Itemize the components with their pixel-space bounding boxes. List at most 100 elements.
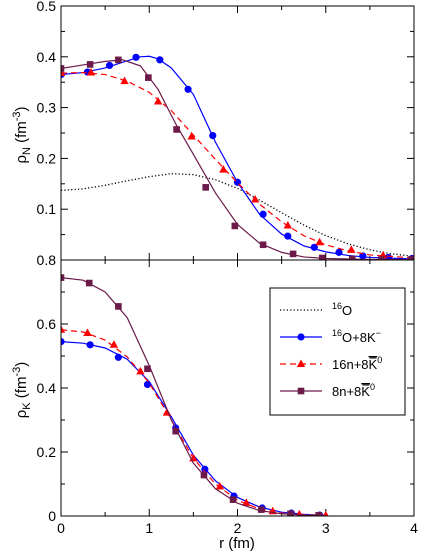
- top-point-n16k: [153, 97, 163, 105]
- top-point-o16k: [105, 61, 114, 70]
- top-point-n8k: [86, 61, 94, 68]
- x-tick-label: 0: [57, 520, 65, 536]
- top-point-n16k: [283, 220, 293, 229]
- x-axis-label: r (fm): [219, 535, 255, 552]
- bottom-point-o16k: [114, 353, 122, 361]
- bottom-tick-labels: 0 1 2 3 4 0 0.2 0.4 0.6: [37, 316, 419, 536]
- top-point-n8k: [145, 74, 152, 81]
- bottom-point-n8k: [85, 279, 93, 287]
- top-point-o16k: [209, 131, 217, 140]
- top-y-bottom-label: 0.8: [37, 252, 57, 268]
- top-point-n8k: [173, 126, 180, 133]
- top-point-n8k: [289, 250, 297, 258]
- top-point-n8k: [408, 256, 414, 260]
- bottom-point-n8k: [200, 471, 208, 479]
- top-point-o16k: [284, 232, 292, 240]
- legend-label-o16: 16O: [332, 301, 352, 318]
- bottom-point-o16k: [143, 380, 152, 389]
- x-tick-label: 4: [410, 520, 418, 536]
- x-tick-label: 1: [145, 520, 153, 536]
- top-point-n8k: [61, 65, 65, 72]
- top-point-o16k: [156, 56, 164, 64]
- top-point-n16k: [120, 76, 129, 85]
- top-ylabel-sup: -3: [11, 111, 23, 121]
- bottom-point-n8k: [144, 365, 151, 373]
- top-point-n16k: [86, 68, 96, 76]
- top-point-n8k: [318, 254, 326, 260]
- top-point-n8k: [348, 255, 356, 260]
- legend: 16O 16O+8K− 16n+8K0 8n+8K0: [269, 287, 406, 416]
- legend-label-n16k: 16n+8K0: [332, 355, 382, 372]
- top-point-n16k: [315, 237, 324, 246]
- top-point-o16k: [384, 253, 393, 260]
- bottom-y-tick-label: 0: [48, 508, 56, 524]
- top-point-n16k: [250, 195, 260, 203]
- bottom-point-n8k: [258, 506, 265, 513]
- top-point-o16k: [184, 85, 192, 93]
- bottom-point-n16k: [61, 325, 66, 333]
- bottom-y-tick-label: 0.6: [37, 316, 57, 332]
- top-series-o16: [61, 172, 414, 258]
- top-tick-labels: 0.1 0.2 0.3 0.4 0.5 0.8: [37, 0, 57, 268]
- bottom-ylabel-end: ): [13, 362, 30, 367]
- top-panel: 0.1 0.2 0.3 0.4 0.5 0.8 ρN (fm-3): [11, 0, 415, 268]
- bottom-point-o16k: [201, 465, 209, 473]
- top-y-tick-label: 0.4: [37, 49, 57, 65]
- top-point-n16k: [219, 165, 228, 173]
- bottom-point-n8k: [229, 496, 237, 503]
- top-point-n8k: [115, 56, 122, 64]
- legend-box: [269, 287, 406, 416]
- legend-label-o16k: 16O+8K−: [332, 328, 381, 345]
- top-plot-frame: [60, 5, 415, 261]
- bottom-ylabel-sub: K: [21, 402, 33, 410]
- top-point-n8k: [378, 256, 385, 260]
- bottom-y-tick-label: 0.4: [37, 380, 57, 396]
- bottom-point-n8k: [315, 512, 322, 516]
- top-ylabel-main: ρ: [13, 155, 30, 164]
- bottom-point-n8k: [115, 303, 122, 310]
- legend-marker-n16k: [296, 359, 306, 367]
- bottom-point-n16k: [136, 366, 145, 375]
- top-ylabel-end: ): [13, 106, 30, 111]
- bottom-panel: 0 1 2 3 4 0 0.2 0.4 0.6 ρK (fm-3) r (fm): [11, 259, 419, 552]
- top-y-tick-label: 0.1: [37, 201, 57, 217]
- top-ylabel: ρN (fm-3): [11, 106, 33, 163]
- x-tick-label: 3: [322, 520, 330, 536]
- legend-entries: 16O 16O+8K− 16n+8K0 8n+8K0: [280, 301, 382, 399]
- bottom-point-n16k: [322, 510, 329, 516]
- bottom-point-n8k: [61, 274, 65, 281]
- bottom-point-n8k: [172, 427, 180, 435]
- bottom-point-n16k: [109, 340, 119, 348]
- bottom-series-n8k: [61, 277, 326, 516]
- bottom-point-o16k: [61, 338, 65, 346]
- bottom-point-n16k: [215, 482, 225, 490]
- top-series-n8k: [61, 59, 414, 260]
- bottom-plot-frame: [60, 259, 415, 517]
- top-y-tick-label: 0.3: [37, 100, 57, 116]
- top-y-tick-label: 0.5: [37, 0, 57, 14]
- top-ticks: [60, 5, 415, 261]
- bottom-point-n16k: [83, 328, 92, 336]
- top-series-group: [61, 53, 414, 260]
- bottom-point-o16k: [86, 341, 94, 349]
- top-point-n8k: [259, 241, 267, 249]
- top-point-o16k: [310, 243, 318, 251]
- bottom-ylabel-rest: (fm: [13, 377, 30, 403]
- top-point-n16k: [347, 245, 356, 253]
- bottom-ylabel: ρK (fm-3): [11, 362, 33, 419]
- top-point-o16k: [259, 210, 267, 218]
- legend-marker-n8k: [297, 387, 305, 395]
- top-y-tick-label: 0.2: [37, 150, 57, 166]
- top-point-o16k: [335, 248, 343, 256]
- x-tick-label: 2: [234, 520, 242, 536]
- bottom-series-group: [61, 274, 329, 516]
- top-ylabel-sub: N: [21, 147, 33, 155]
- legend-label-n8k: 8n+8K0: [332, 382, 375, 399]
- top-point-n8k: [202, 184, 210, 191]
- top-point-o16k: [359, 252, 367, 260]
- top-point-o16k: [132, 53, 140, 61]
- top-ylabel-rest: (fm: [13, 121, 30, 147]
- top-point-n16k: [187, 132, 196, 140]
- bottom-ylabel-main: ρ: [13, 410, 30, 419]
